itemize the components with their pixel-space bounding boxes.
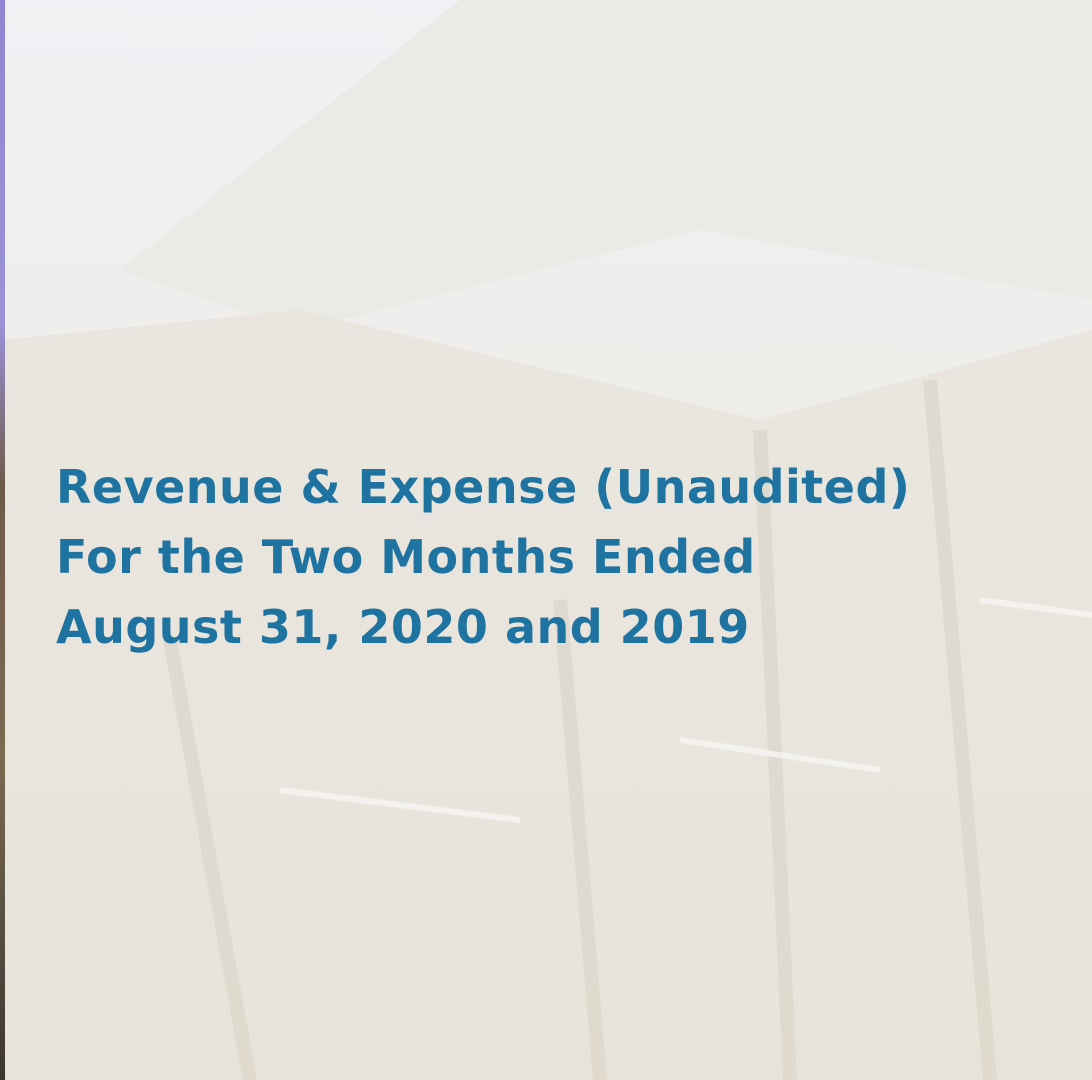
title-line: For the Two Months Ended	[56, 530, 756, 584]
slide-title: Revenue & Expense (Unaudited) For the Tw…	[56, 452, 910, 662]
title-line: Revenue & Expense (Unaudited)	[56, 460, 911, 514]
left-edge	[0, 0, 5, 1080]
title-line: August 31, 2020 and 2019	[56, 600, 750, 654]
